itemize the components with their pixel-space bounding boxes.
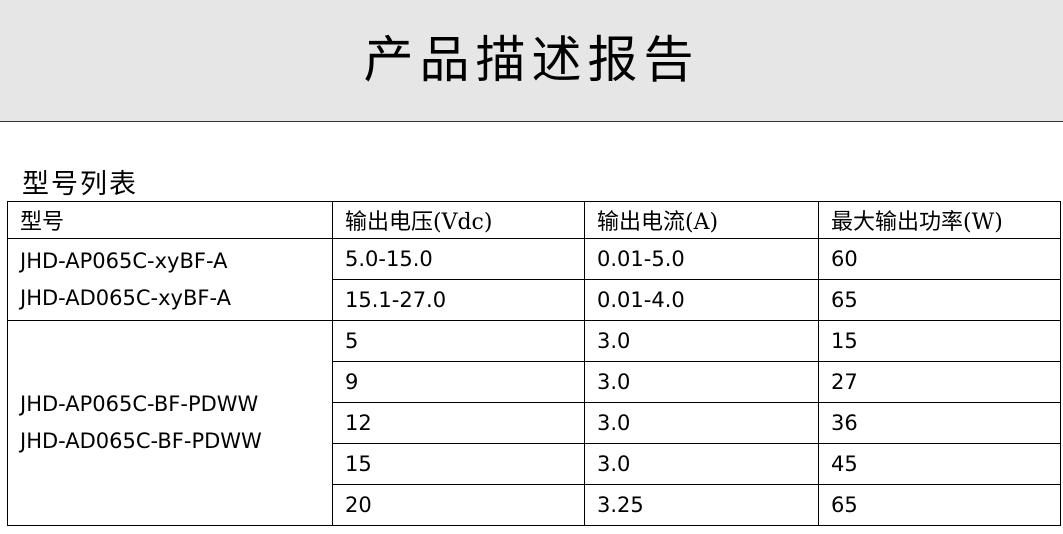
model-name: JHD-AD065C-xyBF-A [20,285,231,310]
voltage-cell: 20 [332,484,585,526]
model-name: JHD-AD065C-BF-PDWW [20,429,262,453]
power-cell: 36 [818,402,1061,444]
table-row: JHD-AP065C-BF-PDWW JHD-AD065C-BF-PDWW 5 … [7,320,1061,526]
header-voltage: 输出电压(Vdc) [332,201,585,239]
model-name: JHD-AP065C-xyBF-A [20,248,228,273]
current-cell: 3.0 [584,443,819,485]
power-cell: 45 [818,443,1061,485]
model-table: 型号 输出电压(Vdc) 输出电流(A) 最大输出功率(W) JHD-AP065… [7,201,1061,526]
model-cell: JHD-AP065C-BF-PDWW JHD-AD065C-BF-PDWW [7,320,333,526]
voltage-cell: 9 [332,361,585,403]
voltage-cell: 15.1-27.0 [332,279,585,321]
current-cell: 3.0 [584,361,819,403]
section-title: 型号列表 [22,169,138,200]
current-cell: 3.25 [584,484,819,526]
current-cell: 0.01-5.0 [584,238,819,280]
power-cell: 27 [818,361,1061,403]
voltage-cell: 15 [332,443,585,485]
voltage-cell: 5.0-15.0 [332,238,585,280]
model-name: JHD-AP065C-BF-PDWW [20,392,259,416]
power-cell: 60 [818,238,1061,280]
table-row: 15 3.0 45 [8,443,1061,485]
table-header-row: 型号 输出电压(Vdc) 输出电流(A) 最大输出功率(W) [7,201,1061,239]
power-cell: 15 [818,320,1061,362]
header-model: 型号 [7,201,333,239]
voltage-cell: 5 [332,320,585,362]
header-current: 输出电流(A) [584,201,819,239]
model-cell: JHD-AP065C-xyBF-A JHD-AD065C-xyBF-A [7,238,333,321]
current-cell: 3.0 [584,320,819,362]
table-row: 12 3.0 36 [8,402,1061,444]
power-cell: 65 [818,279,1061,321]
power-cell: 65 [818,484,1061,526]
table-row: 15.1-27.0 0.01-4.0 65 [8,279,1061,321]
page-title: 产品描述报告 [363,31,700,89]
header-power: 最大输出功率(W) [818,201,1061,239]
report-header: 产品描述报告 [0,0,1063,122]
current-cell: 0.01-4.0 [584,279,819,321]
table-row: JHD-AP065C-xyBF-A JHD-AD065C-xyBF-A 5.0-… [7,238,1061,321]
voltage-cell: 12 [332,402,585,444]
table-row: 20 3.25 65 [8,484,1061,526]
current-cell: 3.0 [584,402,819,444]
